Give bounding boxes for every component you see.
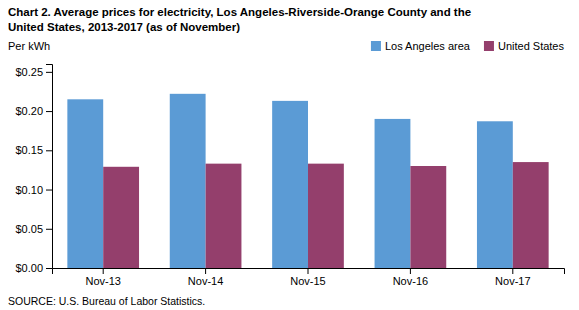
legend-item: Los Angeles area xyxy=(371,40,471,52)
bar xyxy=(103,167,139,268)
bars xyxy=(67,94,548,268)
x-tick-mark xyxy=(103,268,104,274)
x-tick: Nov-14 xyxy=(188,268,223,287)
y-tick-mark xyxy=(46,150,52,151)
y-tick: $0.15 xyxy=(15,144,52,156)
x-axis-line xyxy=(53,269,565,275)
x-tick-label: Nov-13 xyxy=(85,275,120,287)
y-axis-title: Per kWh xyxy=(8,40,50,52)
y-tick-label: $0.00 xyxy=(15,262,43,274)
x-tick: Nov-13 xyxy=(85,268,120,287)
plot: $0.00$0.05$0.10$0.15$0.20$0.25Nov-13Nov-… xyxy=(15,65,564,287)
x-tick-mark xyxy=(512,268,513,274)
y-tick-mark xyxy=(46,111,52,112)
y-tick: $0.10 xyxy=(15,184,52,196)
y-tick-mark xyxy=(46,229,52,230)
bar xyxy=(170,94,206,268)
legend: Los Angeles area United States xyxy=(371,40,565,52)
x-tick-mark xyxy=(410,268,411,274)
legend-item: United States xyxy=(484,40,565,52)
x-tick-label: Nov-16 xyxy=(393,275,428,287)
y-tick: $0.20 xyxy=(15,105,52,117)
bar xyxy=(67,99,103,268)
subtitle: United States, 2013-2017 (as of November… xyxy=(8,21,240,33)
legend-swatch xyxy=(371,41,381,51)
y-tick-label: $0.20 xyxy=(15,105,43,117)
y-tick: $0.25 xyxy=(15,66,52,78)
y-tick: $0.05 xyxy=(15,223,52,235)
x-tick: Nov-17 xyxy=(495,268,530,287)
bar xyxy=(308,164,344,268)
y-tick: $0.00 xyxy=(15,262,52,274)
x-tick-label: Nov-15 xyxy=(290,275,325,287)
y-tick-label: $0.15 xyxy=(15,144,43,156)
bar xyxy=(513,162,549,268)
y-tick-mark xyxy=(46,190,52,191)
legend-label: United States xyxy=(498,40,565,52)
chart: Chart 2. Average prices for electricity,… xyxy=(0,0,579,310)
y-tick-mark xyxy=(46,268,52,269)
x-tick: Nov-15 xyxy=(290,268,325,287)
legend-label: Los Angeles area xyxy=(385,40,471,52)
y-tick-label: $0.05 xyxy=(15,223,43,235)
bar xyxy=(206,164,242,268)
x-axis: Nov-13 Nov-14 Nov-15 Nov-16 Nov-17 xyxy=(53,268,565,287)
y-axis: $0.00 $0.05 $0.10 $0.15 $0.20 $0.25 xyxy=(15,65,52,275)
x-tick: Nov-16 xyxy=(393,268,428,287)
source-note: SOURCE: U.S. Bureau of Labor Statistics. xyxy=(8,295,205,307)
x-tick-label: Nov-14 xyxy=(188,275,223,287)
legend-swatch xyxy=(484,41,494,51)
y-tick-mark xyxy=(46,72,52,73)
series xyxy=(103,162,548,268)
x-tick-mark xyxy=(205,268,206,274)
y-tick-label: $0.25 xyxy=(15,66,43,78)
title: Chart 2. Average prices for electricity,… xyxy=(8,6,471,18)
x-tick-label: Nov-17 xyxy=(495,275,530,287)
y-tick-label: $0.10 xyxy=(15,184,43,196)
bar xyxy=(477,121,513,268)
bar xyxy=(375,119,411,268)
bar xyxy=(272,101,308,268)
series xyxy=(67,94,512,268)
y-axis-line xyxy=(46,65,53,269)
bar xyxy=(410,166,446,268)
x-tick-mark xyxy=(308,268,309,274)
